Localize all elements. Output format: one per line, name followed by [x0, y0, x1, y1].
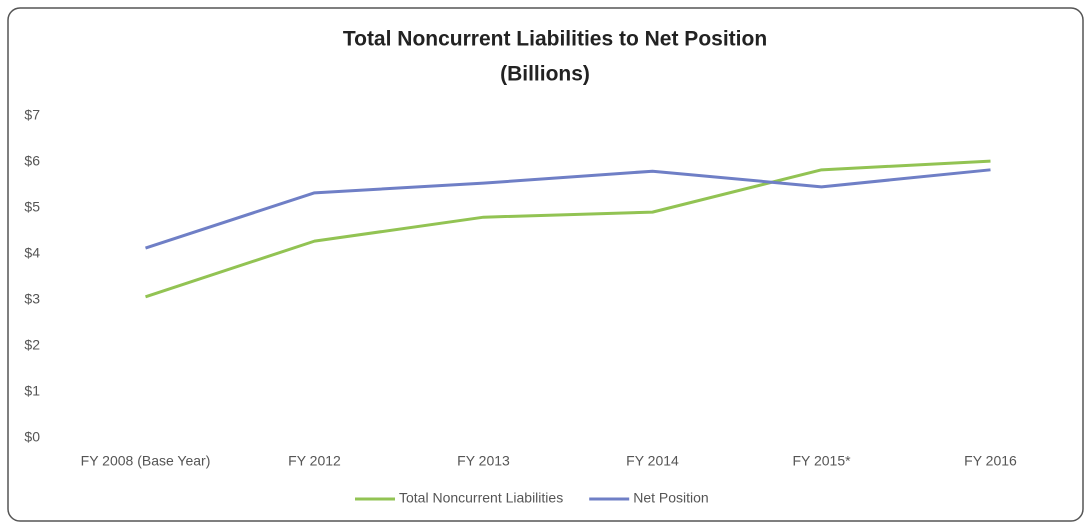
- x-tick-label: FY 2008 (Base Year): [81, 453, 211, 469]
- x-tick-label: FY 2016: [964, 453, 1017, 469]
- x-tick-label: FY 2014: [626, 453, 679, 469]
- series-line: [145, 168, 991, 250]
- y-tick-label: $3: [24, 291, 40, 307]
- y-tick-label: $6: [24, 153, 40, 169]
- x-tick-label: FY 2013: [457, 453, 510, 469]
- x-tick-label: FY 2012: [288, 453, 341, 469]
- y-tick-label: $7: [24, 107, 40, 123]
- chart-title: Total Noncurrent Liabilities to Net Posi…: [343, 28, 767, 51]
- y-tick-label: $4: [24, 245, 40, 261]
- y-tick-label: $0: [24, 429, 40, 445]
- y-tick-label: $1: [24, 383, 40, 399]
- x-tick-label: FY 2015*: [792, 453, 851, 469]
- y-tick-label: $2: [24, 337, 40, 353]
- chart-frame: [7, 7, 1084, 522]
- legend-label: Total Noncurrent Liabilities: [399, 490, 563, 506]
- chart-subtitle: (Billions): [500, 63, 590, 86]
- y-tick-label: $5: [24, 199, 40, 215]
- series-line: [145, 159, 991, 299]
- legend-label: Net Position: [633, 490, 708, 506]
